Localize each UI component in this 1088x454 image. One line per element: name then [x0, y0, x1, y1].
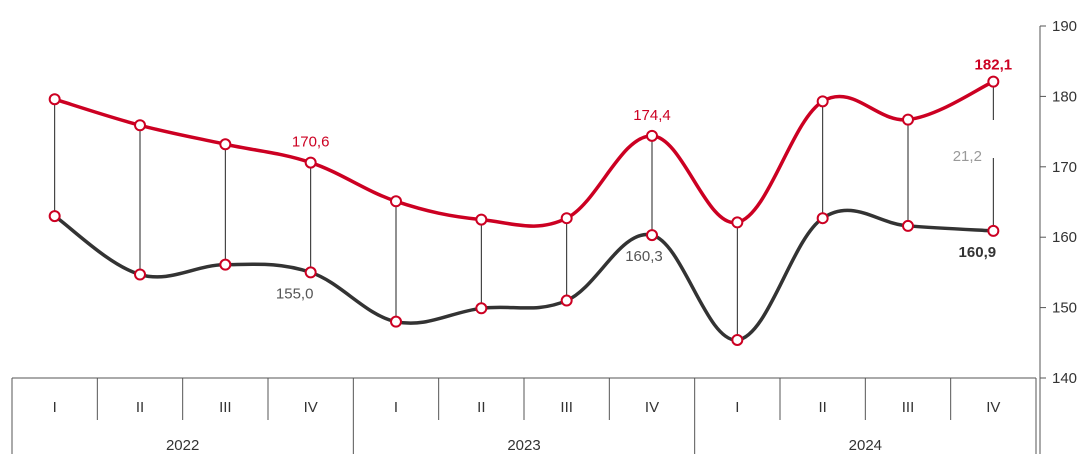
data-label: 174,4 [633, 107, 671, 124]
series-layer [52, 79, 996, 342]
y-tick-label: 170 [1052, 159, 1077, 176]
data-point [816, 212, 829, 225]
data-point [560, 294, 573, 307]
data-label: 160,3 [625, 248, 663, 265]
marker-layer [48, 75, 1000, 346]
data-label: 182,1 [975, 57, 1013, 74]
data-point [134, 119, 146, 132]
quarter-label: I [394, 399, 398, 416]
quarter-label: III [560, 399, 573, 416]
data-point [731, 216, 744, 229]
quarter-label: IV [645, 399, 659, 416]
gap-label: 21,2 [953, 148, 982, 165]
data-point [560, 212, 573, 225]
quarter-label: II [818, 399, 826, 416]
data-point [304, 156, 317, 169]
year-label: 2022 [166, 437, 199, 454]
data-point [902, 113, 914, 126]
y-tick-label: 160 [1052, 229, 1077, 246]
data-point [816, 95, 829, 108]
y-tick-label: 190 [1052, 18, 1077, 35]
quarter-label: II [136, 399, 144, 416]
data-point [134, 268, 146, 281]
data-point [48, 210, 61, 223]
data-label: 160,9 [959, 244, 997, 261]
y-tick-label: 180 [1052, 88, 1077, 105]
data-point [390, 315, 402, 328]
label-layer: 170,6 174,4 182,1 155,0 160,3 160,9 21,2 [276, 57, 1012, 303]
data-point [219, 258, 232, 271]
quarter-label: III [219, 399, 232, 416]
data-point [646, 229, 658, 242]
data-label: 155,0 [276, 285, 314, 302]
connector-layer [54, 81, 994, 340]
data-point [987, 75, 1000, 88]
year-label: 2024 [849, 437, 882, 454]
series-line-0 [52, 79, 996, 228]
data-point [646, 129, 658, 142]
quarter-label: III [902, 399, 915, 416]
data-point [987, 224, 1000, 237]
quarter-label: II [477, 399, 485, 416]
data-label: 170,6 [292, 134, 330, 151]
data-point [731, 333, 744, 346]
y-tick-label: 140 [1052, 370, 1077, 387]
data-point [48, 93, 61, 106]
y-tick-label: 150 [1052, 300, 1077, 317]
data-point [304, 266, 317, 279]
quarter-label: I [735, 399, 739, 416]
data-point [902, 219, 914, 232]
data-point [475, 213, 488, 226]
year-label: 2023 [507, 437, 540, 454]
data-point [475, 302, 488, 315]
data-point [390, 195, 402, 208]
quarter-label: IV [304, 399, 318, 416]
series-line-1 [52, 208, 996, 342]
quarter-label: I [53, 399, 57, 416]
quarter-label: IV [986, 399, 1000, 416]
data-point [219, 138, 232, 151]
